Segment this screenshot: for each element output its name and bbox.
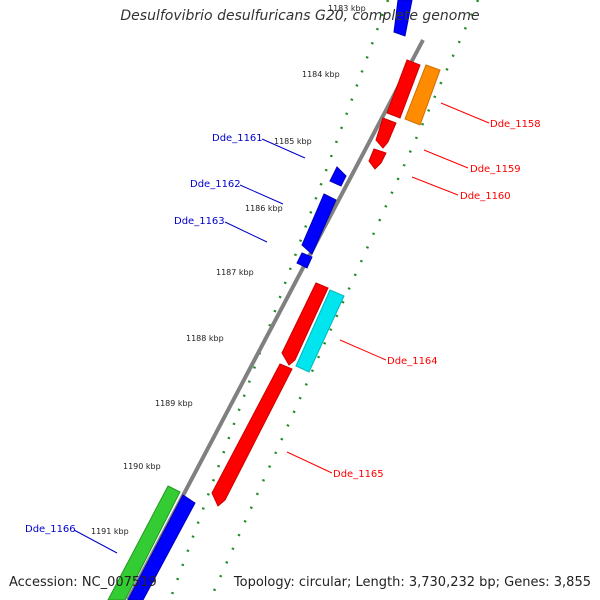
leader-dde-1162	[239, 184, 284, 205]
feature-shape-cyan[interactable]	[295, 289, 345, 373]
gene-shape-dde-1158[interactable]	[386, 59, 421, 119]
gene-label-dde-1165[interactable]: Dde_1165	[333, 469, 384, 480]
leader-dde-1160	[411, 176, 459, 196]
gene-shape-dde-1164[interactable]	[281, 282, 329, 366]
leader-dde-1161	[261, 138, 306, 159]
feature-shape-orange[interactable]	[404, 64, 441, 126]
leader-dde-1165	[286, 451, 333, 474]
leader-dde-1164	[339, 339, 387, 361]
left-dotted-track	[168, 0, 390, 600]
tick-label: 1183 kbp	[328, 4, 366, 13]
gene-shape-dde-1159[interactable]	[375, 117, 397, 149]
gene-shape-dde-1165[interactable]	[211, 363, 293, 507]
map-title: Desulfovibrio desulfuricans G20, complet…	[120, 8, 480, 24]
tick-label: 1190 kbp	[123, 462, 161, 471]
tick-label: 1185 kbp	[274, 137, 312, 146]
accession-label: Accession: NC_007519	[9, 575, 157, 590]
gene-label-dde-1160[interactable]: Dde_1160	[460, 191, 511, 202]
gene-label-dde-1164[interactable]: Dde_1164	[387, 356, 438, 367]
gene-shape-dde-1160[interactable]	[368, 148, 387, 170]
gene-label-dde-1163[interactable]: Dde_1163	[174, 216, 225, 227]
gene-shape-dde-1161[interactable]	[329, 166, 347, 187]
gene-shape-dde-1162[interactable]	[301, 193, 337, 255]
gene-shape-top-partial[interactable]	[393, 0, 413, 37]
right-dotted-track	[208, 0, 480, 600]
gene-label-dde-1166[interactable]: Dde_1166	[25, 524, 76, 535]
leader-dde-1163	[224, 221, 268, 243]
topology-label: Topology: circular; Length: 3,730,232 bp…	[233, 575, 591, 590]
gene-shape-dde-1166[interactable]	[127, 494, 196, 600]
leader-dde-1166	[73, 529, 118, 554]
feature-shape-green[interactable]	[107, 485, 181, 600]
tick-label: 1189 kbp	[155, 399, 193, 408]
leader-dde-1159	[423, 149, 469, 169]
gene-label-dde-1159[interactable]: Dde_1159	[470, 164, 521, 175]
tick-label: 1187 kbp	[216, 268, 254, 277]
tick-label: 1184 kbp	[302, 70, 340, 79]
tick-label: 1186 kbp	[245, 204, 283, 213]
leader-dde-1158	[440, 102, 490, 124]
gene-label-dde-1158[interactable]: Dde_1158	[490, 119, 541, 130]
gene-label-dde-1162[interactable]: Dde_1162	[190, 179, 241, 190]
gene-label-dde-1161[interactable]: Dde_1161	[212, 133, 263, 144]
tick-label: 1188 kbp	[186, 334, 224, 343]
gene-shape-dde-1163[interactable]	[296, 252, 313, 269]
tick-label: 1191 kbp	[91, 527, 129, 536]
